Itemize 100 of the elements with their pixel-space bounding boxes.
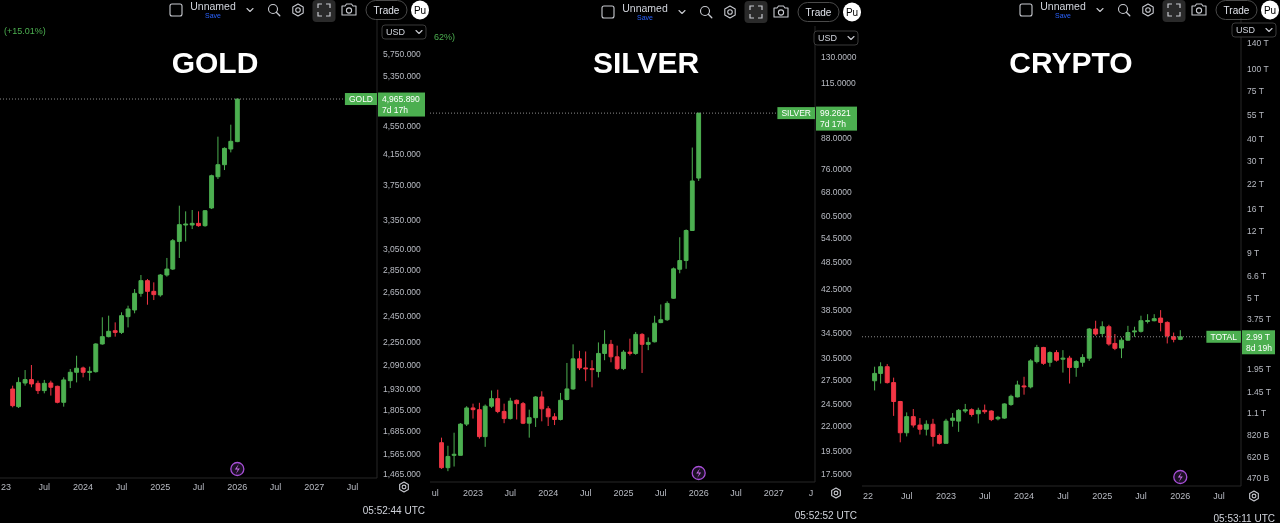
- x-tick-label: J: [808, 488, 814, 498]
- text: 8d 19h: [1246, 342, 1273, 353]
- x-tick-label: 2023: [463, 488, 484, 498]
- candlestick: [975, 407, 981, 424]
- y-tick-label: 19.5000: [821, 446, 852, 457]
- x-tick-label: 2027: [763, 488, 784, 498]
- y-tick-label: 5 T: [1247, 292, 1260, 303]
- text: SILVER: [592, 45, 700, 79]
- y-tick-label: 6.6 T: [1247, 271, 1267, 282]
- y-tick-label: 115.0000: [821, 77, 857, 88]
- candlestick: [1151, 313, 1157, 322]
- candlestick: [22, 369, 28, 387]
- text: Trade: [805, 6, 832, 18]
- y-tick-label: 1.45 T: [1247, 387, 1271, 397]
- y-tick-label: 1.95 T: [1247, 364, 1271, 375]
- y-tick-label: 55 T: [1247, 109, 1264, 120]
- y-tick-label: 470 B: [1247, 472, 1270, 483]
- y-tick-label: 130.0000: [821, 52, 857, 63]
- candlestick: [80, 366, 86, 378]
- y-tick-label: 620 B: [1247, 451, 1270, 462]
- y-tick-label: 34.5000: [821, 327, 852, 338]
- x-tick-label: 22: [862, 491, 873, 501]
- y-tick-label: 68.0000: [821, 186, 852, 197]
- candlestick: [202, 209, 208, 228]
- y-tick-label: 76.0000: [821, 163, 852, 174]
- candlestick: [445, 445, 451, 472]
- x-tick-label: 2025: [1092, 491, 1113, 501]
- x-tick-label: Jul: [655, 488, 667, 498]
- y-tick-label: 30.5000: [821, 353, 852, 364]
- text: 05:52:44 UTC: [362, 504, 425, 516]
- candlestick: [439, 437, 444, 470]
- x-tick-label: Jul: [900, 491, 913, 501]
- y-tick-label: 22.0000: [821, 421, 852, 431]
- y-tick-label: 16 T: [1247, 203, 1264, 214]
- text: 4,965.890: [382, 94, 421, 105]
- text: Trade: [373, 4, 400, 16]
- text: CRYPTO: [1009, 45, 1133, 79]
- candlestick: [1054, 349, 1059, 363]
- y-tick-label: 2,250.000: [383, 337, 422, 348]
- x-tick-label: 2025: [150, 482, 171, 492]
- candlestick: [633, 331, 639, 356]
- y-tick-label: 2,450.000: [383, 311, 422, 322]
- y-tick-label: 27.5000: [821, 374, 852, 385]
- x-tick-label: Jul: [192, 482, 205, 492]
- x-tick-label: 2025: [613, 488, 634, 498]
- candlestick: [41, 379, 47, 394]
- x-tick-label: 2024: [1014, 491, 1035, 501]
- candlestick: [16, 376, 22, 409]
- candlestick: [1060, 349, 1066, 374]
- text: USD: [386, 27, 406, 37]
- candlestick: [10, 385, 16, 408]
- candlestick: [1158, 309, 1164, 332]
- y-tick-label: 24.5000: [821, 398, 852, 409]
- y-tick-label: 9 T: [1247, 247, 1260, 258]
- candlestick: [507, 397, 513, 420]
- candlestick: [982, 404, 988, 415]
- text: Pu: [413, 4, 427, 16]
- y-tick-label: 3.75 T: [1247, 314, 1271, 325]
- candlestick: [962, 403, 968, 414]
- y-tick-label: 1,565.000: [383, 448, 422, 459]
- candlestick: [1177, 329, 1183, 341]
- y-tick-label: 1,685.000: [383, 426, 422, 437]
- candlestick: [1171, 332, 1177, 343]
- y-tick-label: 42.5000: [821, 284, 852, 295]
- candlestick: [923, 419, 929, 436]
- annotation: USD: [1236, 25, 1256, 35]
- x-tick-label: Jul: [346, 482, 359, 492]
- candlestick: [1041, 346, 1046, 366]
- y-tick-label: 88.0000: [821, 133, 852, 144]
- y-tick-label: 30 T: [1247, 155, 1264, 166]
- candlestick: [520, 401, 526, 425]
- ref-line-label: TOTAL: [1210, 331, 1238, 342]
- x-tick-label: 2026: [1170, 491, 1191, 501]
- y-tick-label: 1,805.000: [383, 404, 422, 415]
- y-tick-label: 54.5000: [821, 232, 852, 243]
- candlestick: [664, 300, 670, 322]
- x-tick-label: Jul: [1213, 491, 1225, 501]
- x-tick-label: Jul: [579, 488, 592, 498]
- candlestick: [1093, 320, 1099, 337]
- candlestick: [1021, 376, 1027, 396]
- candlestick: [1164, 320, 1170, 344]
- text: Unnamed: [1040, 0, 1086, 12]
- candlestick: [501, 403, 507, 424]
- text: Pu: [1263, 4, 1277, 16]
- candlestick: [639, 332, 645, 374]
- y-tick-label: 3,050.000: [383, 243, 422, 254]
- candlestick: [1067, 355, 1073, 385]
- x-tick-label: 2023: [935, 491, 957, 501]
- x-tick-label: 2024: [538, 488, 559, 498]
- candlestick: [558, 392, 563, 421]
- annotation: (+15.01%): [4, 26, 46, 36]
- text: 05:53:11 UTC: [1213, 512, 1275, 523]
- candlestick: [61, 376, 67, 408]
- candlestick: [645, 336, 651, 351]
- x-tick-label: ul: [431, 488, 439, 498]
- candlestick: [189, 209, 195, 230]
- y-tick-label: 820 B: [1247, 430, 1270, 441]
- y-tick-label: 4,550.000: [383, 120, 422, 131]
- y-tick-label: 2,650.000: [383, 286, 422, 297]
- x-tick-label: 2026: [227, 482, 248, 492]
